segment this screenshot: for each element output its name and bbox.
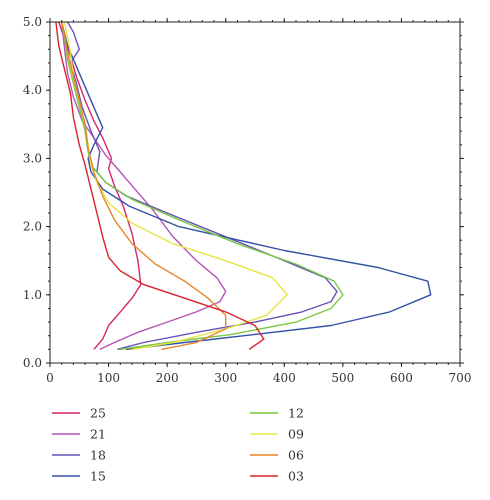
- legend-label: 12: [288, 406, 304, 421]
- x-tick-label: 300: [214, 371, 237, 385]
- legend-label: 09: [288, 427, 304, 442]
- x-tick-label: 700: [449, 371, 472, 385]
- y-tick-label: 4.0: [23, 83, 42, 97]
- y-tick-label: 0.0: [23, 356, 42, 370]
- legend: 25 21 18 15 12 09 06 03: [52, 406, 304, 484]
- plot-frame: [49, 21, 461, 364]
- x-axis-top-ticks: [49, 18, 461, 22]
- legend-label: 25: [90, 406, 106, 421]
- x-tick-label: 200: [156, 371, 179, 385]
- y-axis: 0.0 1.0 2.0 3.0 4.0 5.0: [23, 15, 50, 370]
- x-tick-label: 100: [97, 371, 120, 385]
- legend-label: 06: [288, 448, 304, 463]
- legend-item-15: 15: [52, 469, 106, 484]
- legend-item-12: 12: [250, 406, 304, 421]
- y-tick-label: 2.0: [23, 220, 42, 234]
- legend-label: 21: [90, 427, 106, 442]
- legend-item-06: 06: [250, 448, 304, 463]
- legend-item-25: 25: [52, 406, 106, 421]
- series-line-15: [61, 21, 432, 351]
- y-tick-label: 1.0: [23, 288, 42, 302]
- series-line-25: [58, 21, 142, 350]
- series-line-18: [66, 21, 338, 351]
- legend-item-21: 21: [52, 427, 106, 442]
- legend-item-03: 03: [250, 469, 304, 484]
- y-tick-label: 3.0: [23, 151, 42, 165]
- series-line-12: [61, 21, 344, 351]
- legend-label: 18: [90, 448, 106, 463]
- plot-lines: [55, 21, 432, 351]
- legend-label: 15: [90, 469, 106, 484]
- series-line-09: [63, 21, 288, 351]
- x-tick-label: 500: [331, 371, 354, 385]
- y-axis-right-ticks: [460, 21, 464, 364]
- series-line-03: [55, 21, 265, 350]
- x-tick-label: 600: [390, 371, 413, 385]
- x-tick-label: 400: [273, 371, 296, 385]
- x-axis: 0 100 200 300 400 500 600 700: [46, 363, 471, 385]
- series-line-21: [61, 21, 227, 351]
- series-line-06: [61, 21, 227, 351]
- legend-item-18: 18: [52, 448, 106, 463]
- y-tick-label: 5.0: [23, 15, 42, 29]
- x-tick-label: 0: [46, 371, 54, 385]
- legend-label: 03: [288, 469, 304, 484]
- legend-item-09: 09: [250, 427, 304, 442]
